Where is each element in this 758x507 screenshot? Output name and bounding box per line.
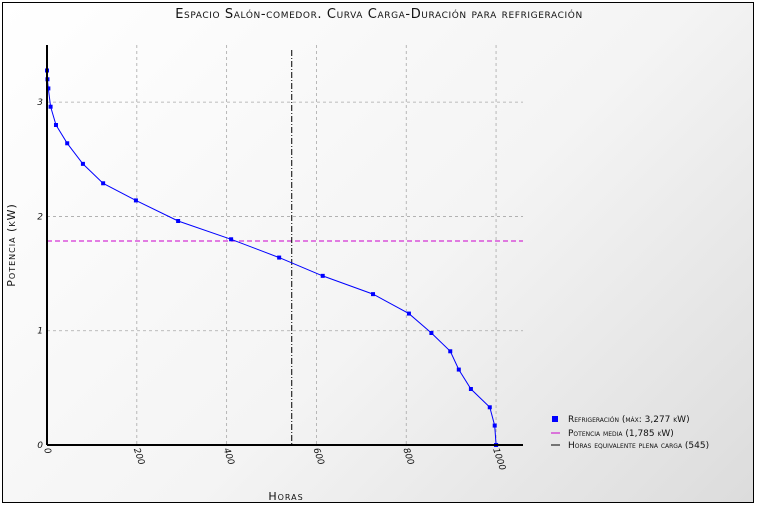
y-axis-title: Potencia (kW) — [5, 203, 18, 286]
refrigeration-point — [176, 219, 181, 223]
legend-label: Horas equivalente plena carga (545) — [568, 441, 709, 451]
refrigeration-point — [371, 292, 376, 297]
refrigeration-point — [101, 181, 106, 186]
x-tick-label: 1000 — [490, 447, 507, 472]
x-tick-label: 600 — [311, 447, 326, 467]
reference-lines — [47, 50, 523, 445]
refrigeration-point — [65, 141, 70, 146]
x-tick-label: 400 — [221, 447, 236, 467]
chart-title: Espacio Salón-comedor. Curva Carga-Durac… — [175, 7, 583, 22]
legend-marker-refrigeration — [552, 416, 558, 422]
y-tick-label: 1 — [37, 327, 43, 337]
y-tick-label: 2 — [37, 212, 43, 222]
refrigeration-point — [448, 349, 453, 354]
refrigeration-point — [46, 86, 51, 91]
tick-labels: 0 200 400 600 800 1000 0 1 2 3 — [37, 98, 507, 472]
refrigeration-point — [277, 255, 282, 260]
legend: Refrigeración (máx: 3,277 kW) Potencia me… — [551, 415, 709, 451]
refrigeration-point — [133, 198, 138, 203]
axes — [46, 45, 523, 446]
refrigeration-point — [48, 104, 53, 109]
x-tick-label: 0 — [41, 447, 52, 456]
refrigeration-point — [487, 405, 492, 410]
y-tick-label: 0 — [37, 441, 43, 451]
legend-label: Potencia media (1,785 kW) — [568, 429, 674, 439]
refrigeration-point — [229, 237, 234, 242]
refrigeration-point — [80, 161, 85, 166]
grid — [47, 45, 523, 445]
refrigeration-line — [46, 70, 497, 446]
refrigeration-point — [468, 387, 473, 391]
refrigeration-point — [53, 123, 58, 127]
x-axis-title: Horas — [268, 490, 303, 503]
x-tick-label: 800 — [400, 447, 415, 467]
refrigeration-point — [456, 367, 461, 372]
legend-label: Refrigeración (máx: 3,277 kW) — [568, 415, 690, 425]
refrigeration-point — [492, 423, 497, 428]
series-layer — [45, 68, 499, 447]
y-tick-label: 3 — [37, 98, 43, 108]
refrigeration-point — [429, 331, 434, 335]
x-tick-label: 200 — [131, 447, 146, 467]
refrigeration-point — [320, 273, 325, 278]
refrigeration-point — [406, 311, 411, 316]
